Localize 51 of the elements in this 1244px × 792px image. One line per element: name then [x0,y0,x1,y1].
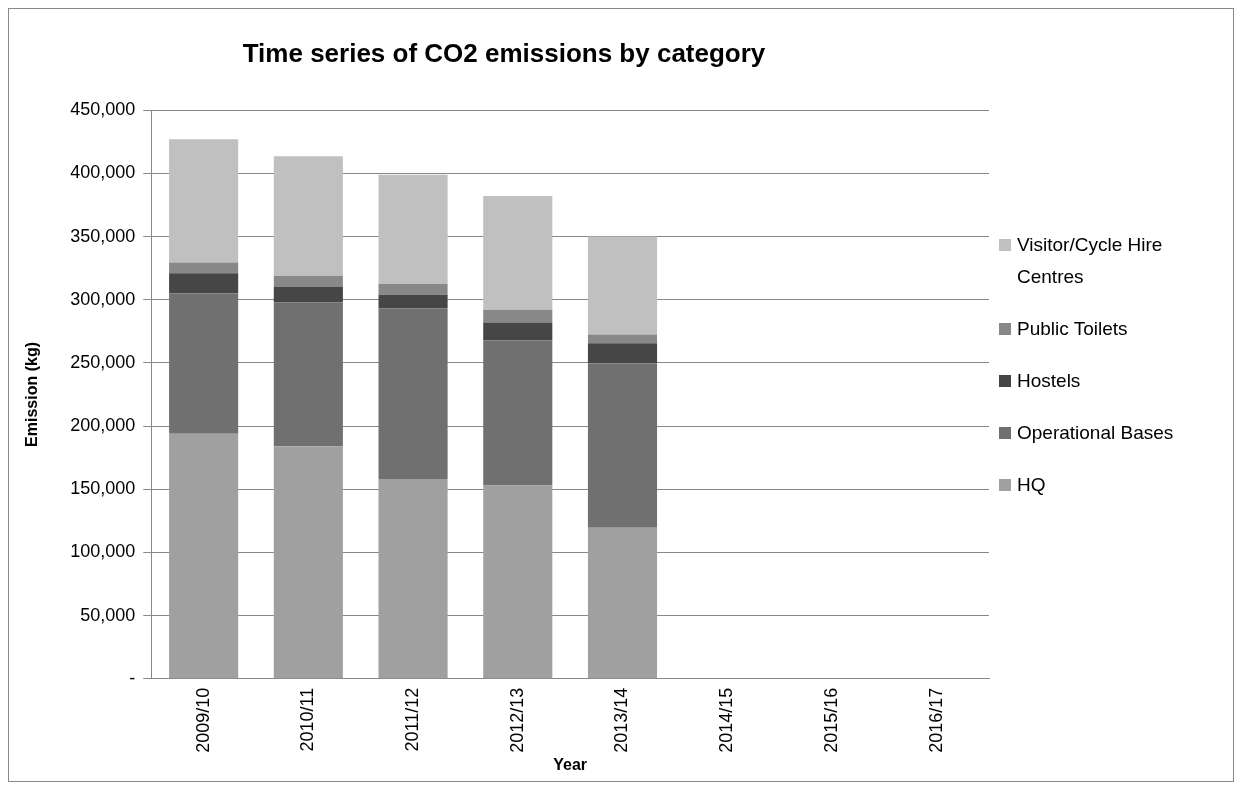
bar [273,156,343,276]
y-tick-label: 350,000 [70,225,136,246]
bar [483,309,553,323]
y-tick-label: 50,000 [80,604,136,625]
x-tick-label: 2014/15 [716,687,737,753]
chart-title: Time series of CO2 emissions by category [242,37,766,68]
x-tick-label: 2009/10 [192,687,213,753]
bar [587,343,658,364]
bar [273,287,343,303]
legend-label: Hostels [1017,369,1081,393]
bar [587,363,658,528]
x-tick-label: 2010/11 [297,687,318,752]
y-tick-label: 450,000 [70,99,136,120]
bar [169,262,239,274]
x-tick-label: 2013/14 [611,687,632,753]
bar [273,302,343,447]
y-tick-label: 100,000 [70,541,136,562]
bar [378,174,448,284]
bar [169,273,239,294]
legend-label: Visitor/Cycle Hire Centres [1017,233,1164,289]
legend-label: Operational Bases [1017,421,1174,445]
bar [169,293,239,434]
bar [587,236,658,335]
bar [273,446,343,679]
bar [378,283,448,295]
bar [273,275,343,288]
bar [169,139,239,263]
bar [483,196,553,310]
legend-label: HQ [1017,473,1046,497]
y-tick-label: 150,000 [70,478,136,499]
y-tick-label: 300,000 [70,288,136,309]
bar [483,485,553,679]
bar [587,334,658,344]
y-tick-label: 200,000 [70,415,136,436]
y-tick-label: 400,000 [70,162,136,183]
bar [378,294,448,309]
legend-label: Public Toilets [1017,317,1128,341]
y-axis-title: Emission (kg) [23,342,41,447]
bar [587,527,658,679]
x-tick-label: 2011/12 [402,687,423,752]
y-tick-label: 250,000 [70,351,136,372]
y-tick-label: - [129,667,136,688]
x-tick-label: 2012/13 [506,687,527,753]
bar [483,322,553,341]
x-tick-label: 2015/16 [820,687,841,753]
bar [483,340,553,486]
bar [169,433,239,679]
x-axis-title: Year [553,755,588,773]
bar [378,308,448,480]
bar [378,479,448,679]
x-tick-label: 2016/17 [925,687,946,753]
